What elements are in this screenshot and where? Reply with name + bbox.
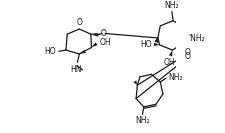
- Text: OH: OH: [100, 38, 111, 47]
- Text: 'NH₂: 'NH₂: [188, 34, 205, 43]
- Text: HO: HO: [45, 47, 56, 56]
- Polygon shape: [169, 50, 173, 56]
- Text: NH₂: NH₂: [169, 73, 183, 82]
- Text: HN: HN: [70, 65, 82, 74]
- Polygon shape: [79, 50, 86, 54]
- Polygon shape: [133, 80, 137, 85]
- Polygon shape: [91, 42, 98, 47]
- Text: NH₂: NH₂: [135, 116, 150, 125]
- Polygon shape: [154, 43, 160, 46]
- Text: O: O: [101, 29, 106, 38]
- Text: HO: HO: [140, 40, 151, 49]
- Text: O: O: [184, 52, 190, 61]
- Text: O: O: [184, 48, 190, 57]
- Text: OH: OH: [164, 58, 176, 67]
- Text: O: O: [76, 18, 82, 27]
- Text: NH₂: NH₂: [164, 1, 179, 10]
